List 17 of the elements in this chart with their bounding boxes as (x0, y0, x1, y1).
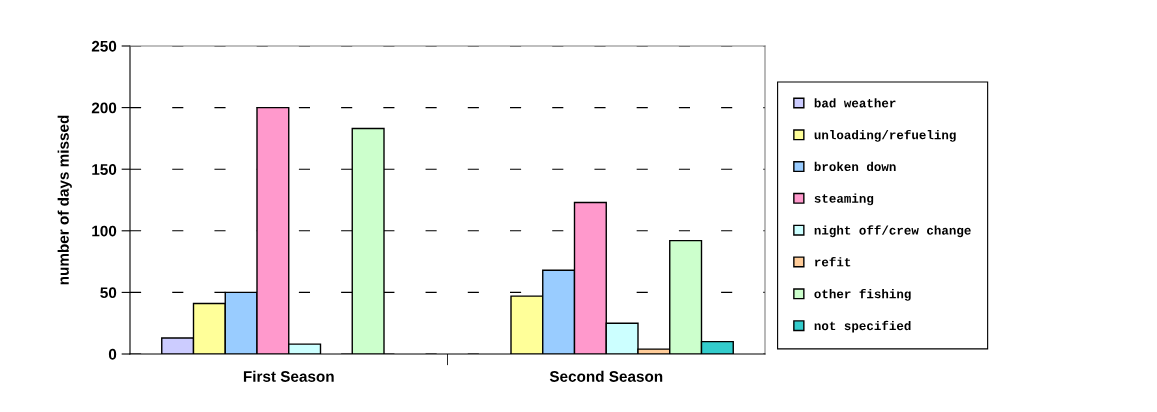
y-axis-title: number of days missed (57, 115, 72, 285)
legend-label: bad weather (814, 98, 896, 108)
legend-label: broken down (814, 161, 896, 172)
y-tick-label: 200 (91, 102, 117, 114)
x-tick-label: Second Season (549, 370, 663, 382)
y-tick-label: 0 (108, 348, 117, 360)
x-tick-label: First Season (243, 370, 334, 382)
legend-label: not specified (814, 320, 911, 333)
y-tick-label: 250 (91, 40, 117, 52)
legend-label: steaming (814, 193, 874, 206)
legend-label: refit (815, 257, 851, 267)
legend-label: other fishing (814, 288, 911, 301)
y-tick-label: 100 (92, 225, 117, 237)
legend-label: night off/crew change (814, 225, 971, 238)
y-tick-label: 150 (92, 164, 117, 175)
y-tick-label: 50 (100, 287, 117, 299)
legend-label: unloading/refueling (814, 129, 956, 142)
